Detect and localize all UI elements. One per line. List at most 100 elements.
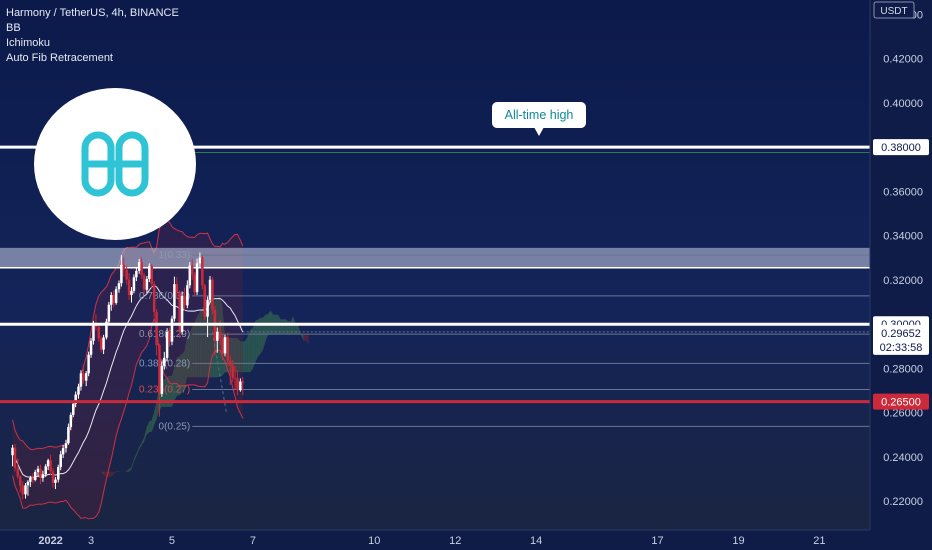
candle-body <box>112 294 115 303</box>
candle-body <box>74 394 77 404</box>
candle-body <box>69 414 73 428</box>
fib-level-label: 0(0.25) <box>159 421 191 432</box>
candle-body <box>82 373 85 381</box>
candle-body <box>137 262 141 271</box>
legend-title: Harmony / TetherUS, 4h, BINANCE <box>6 7 179 19</box>
ichimoku-cloud-segment <box>242 341 246 373</box>
time-axis-tick-label: 17 <box>651 535 663 547</box>
fib-level-label: 0.236(0.27) <box>139 384 190 395</box>
ichimoku-cloud-segment <box>280 319 284 335</box>
candle-body <box>84 373 88 381</box>
price-axis-tick-label: 0.32000 <box>883 275 923 287</box>
candle-body <box>71 403 75 415</box>
price-axis-tick-label: 0.42000 <box>883 54 923 66</box>
price-badge-support: 0.26500 <box>881 397 921 409</box>
candle-body <box>173 284 176 319</box>
candle-body <box>135 270 138 278</box>
candle-body <box>125 269 128 280</box>
candle-body <box>89 340 93 355</box>
candle-body <box>228 360 232 366</box>
candle-body <box>216 331 219 341</box>
candle-body <box>79 373 83 387</box>
candle-body <box>142 275 146 290</box>
candle-body <box>183 295 186 306</box>
ichimoku-cloud-segment <box>138 442 142 451</box>
time-axis-tick-label: 10 <box>368 535 380 547</box>
ichimoku-cloud-segment <box>151 411 155 432</box>
ichimoku-cloud-segment <box>111 471 114 477</box>
time-axis-bg <box>0 530 932 550</box>
ichimoku-cloud-segment <box>260 317 263 354</box>
candle-body <box>92 323 95 341</box>
price-axis-tick-label: 0.24000 <box>883 452 923 464</box>
ichimoku-cloud-segment <box>197 312 200 378</box>
candle-body <box>127 279 131 295</box>
legend-indicator-bb[interactable]: BB <box>6 22 21 34</box>
ichimoku-cloud-segment <box>131 458 134 470</box>
candle-body <box>152 283 156 313</box>
bollinger-band-fill <box>12 220 243 519</box>
candle-body <box>231 365 234 378</box>
candle-body <box>208 279 212 300</box>
time-axis-tick-label: 12 <box>449 535 461 547</box>
price-badge-all-time-high: 0.38000 <box>881 142 921 154</box>
ichimoku-cloud-segment <box>305 334 309 344</box>
candle-body <box>117 283 121 290</box>
candle-body <box>132 277 136 291</box>
ichimoku-cloud-segment <box>133 453 137 462</box>
candle-body <box>175 284 179 293</box>
candle-body <box>29 477 32 482</box>
candle-body <box>198 257 202 264</box>
price-axis-tick-label: 0.40000 <box>883 98 923 110</box>
price-axis: 0.220000.240000.260000.280000.300000.320… <box>869 0 932 550</box>
candle-body <box>97 326 100 339</box>
candle-body <box>233 377 237 379</box>
price-axis-tick-label: 0.26000 <box>883 408 923 420</box>
candle-body <box>102 337 105 350</box>
candle-body <box>186 285 189 306</box>
candle-body <box>188 265 192 286</box>
fib-level-label: 0.618(0.29) <box>139 329 190 340</box>
candle-body <box>33 472 37 480</box>
candle-body <box>195 263 199 293</box>
bar-countdown-label: 02:33:58 <box>880 342 923 354</box>
candle-body <box>160 365 164 394</box>
fib-level-label: 1(0.33) <box>159 250 191 261</box>
bollinger-lower-line <box>12 317 244 520</box>
candle-body <box>218 331 222 339</box>
candle-body <box>59 454 62 467</box>
legend-indicator-ichimoku[interactable]: Ichimoku <box>6 37 51 49</box>
time-axis-tick-label: 2022 <box>38 535 62 547</box>
candle-body <box>203 285 207 317</box>
candle-body <box>163 357 166 366</box>
price-badge-support-bg <box>873 393 929 410</box>
candle-body <box>105 321 108 338</box>
ichimoku-cloud-segment <box>194 316 198 378</box>
candle-body <box>77 386 80 395</box>
candle-body <box>201 257 204 286</box>
candle-body <box>11 447 14 456</box>
ichimoku-cloud-segment <box>166 375 170 407</box>
candle-body <box>158 345 161 394</box>
candle-body <box>21 485 24 495</box>
ichimoku-cloud-segment <box>255 319 258 363</box>
legend-indicator-fib[interactable]: Auto Fib Retracement <box>6 52 113 64</box>
candle-body <box>39 468 42 478</box>
candle-body <box>140 262 143 276</box>
fib-level-label: 0.786(0.31) <box>139 291 190 302</box>
candle-body <box>122 264 126 270</box>
candle-body <box>150 266 153 284</box>
candle-body <box>168 331 171 342</box>
candle-body <box>57 466 60 480</box>
candle-body <box>54 479 57 483</box>
ichimoku-cloud-segment <box>252 320 256 369</box>
ichimoku-cloud-segment <box>295 324 299 335</box>
price-axis-unit-box <box>873 1 915 19</box>
ichimoku-cloud-segment <box>108 471 112 477</box>
ichimoku-cloud-segment <box>300 334 304 341</box>
candle-body <box>18 476 22 486</box>
candle-body <box>206 299 209 317</box>
candle-body <box>223 337 227 354</box>
candle-body <box>13 447 17 469</box>
